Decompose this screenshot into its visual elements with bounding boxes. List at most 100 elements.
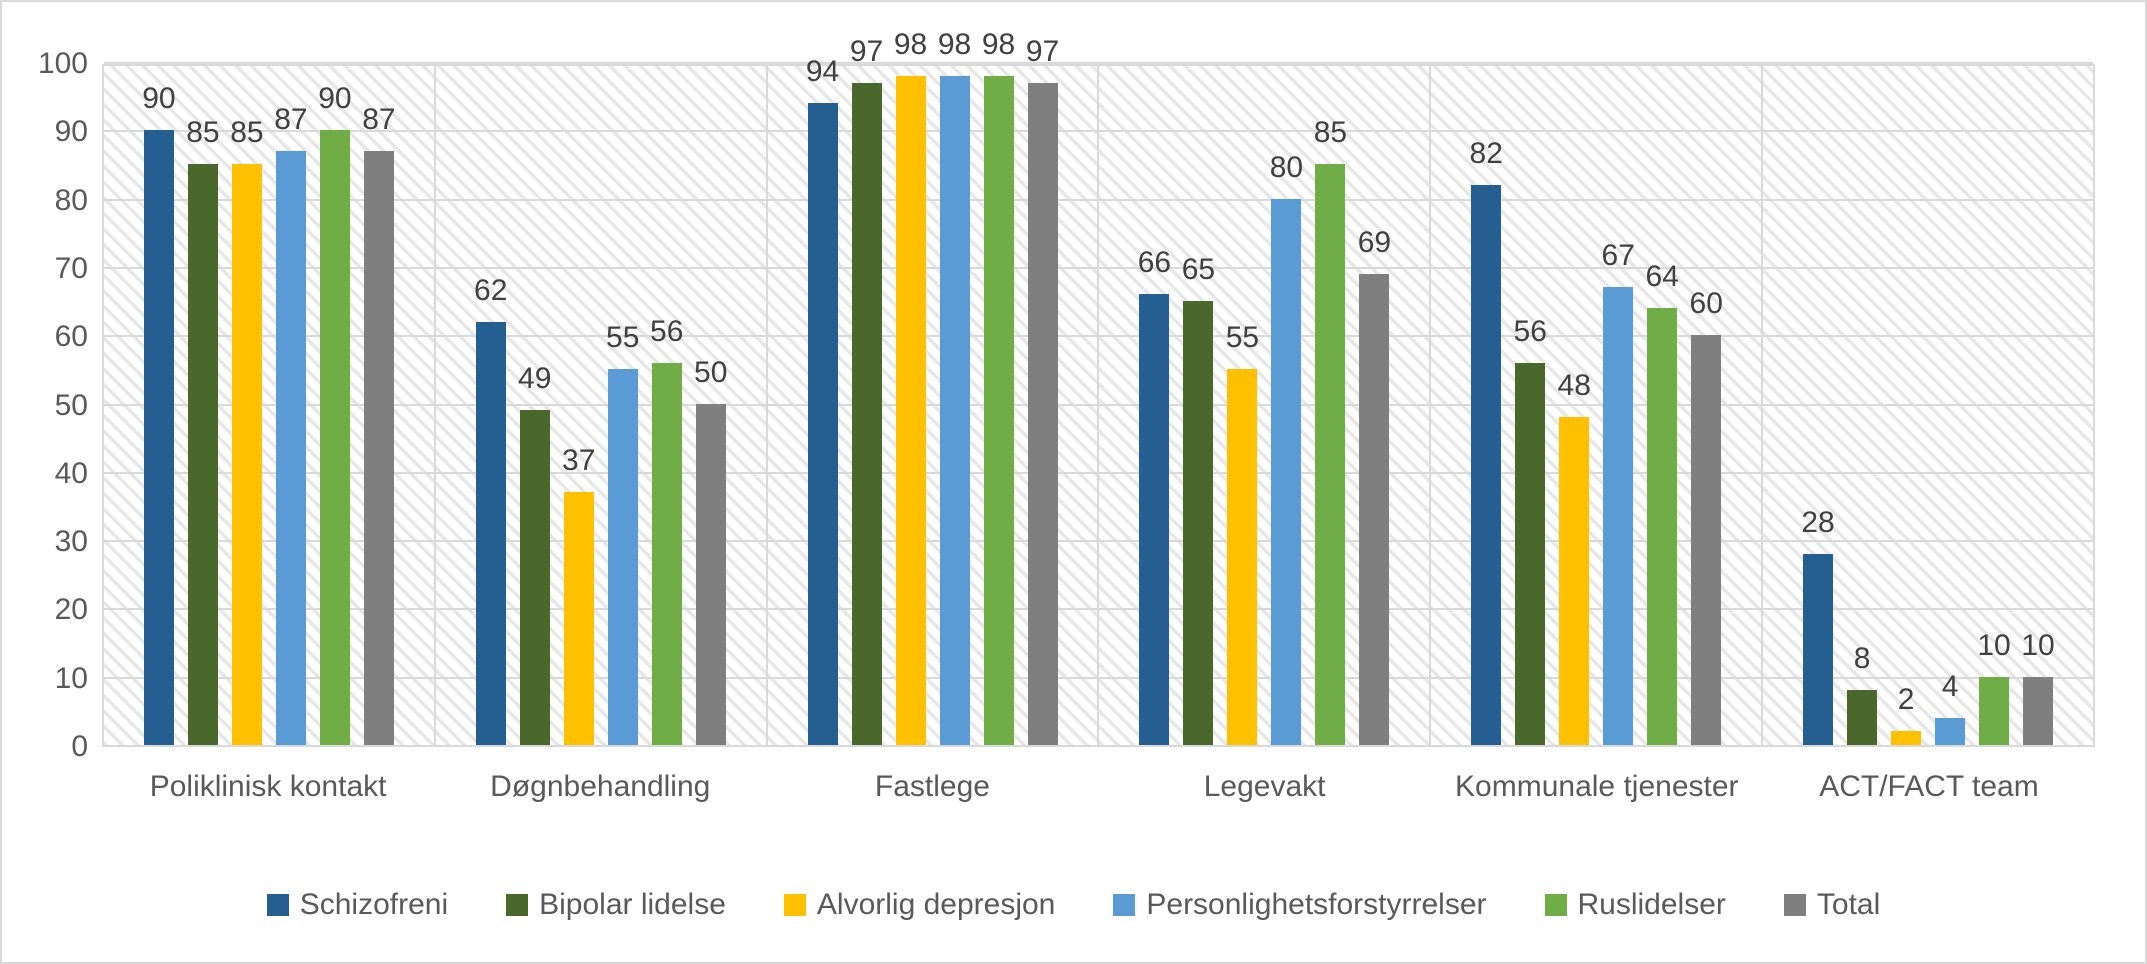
y-axis-tick-label: 70 <box>54 251 88 285</box>
bar-value-label: 4 <box>1941 669 1959 703</box>
bar-value-label: 80 <box>1269 150 1304 184</box>
x-axis-label: ACT/FACT team <box>1819 770 2039 803</box>
bar-total: 97 <box>1026 36 1059 745</box>
bar-ruslidelser: 64 <box>1646 261 1679 745</box>
bar-personlighetsforstyrrelser: 4 <box>1935 671 1966 745</box>
bar-value-label: 64 <box>1645 259 1679 293</box>
bar-value-label: 56 <box>1513 314 1547 348</box>
bar-value-label: 94 <box>805 54 840 88</box>
bar-ruslidelser: 85 <box>1314 118 1347 745</box>
bar-total: 69 <box>1358 227 1391 745</box>
bar-alvorlig-depresjon: 98 <box>894 29 927 745</box>
legend-marker-icon <box>1113 894 1136 916</box>
legend-item-schizofreni: Schizofreni <box>266 888 449 922</box>
legend-marker-icon <box>1783 894 1806 916</box>
legend-marker-icon <box>783 894 806 916</box>
category-column: 90 85 85 87 90 87 <box>104 66 436 745</box>
bar-value-label: 48 <box>1557 369 1591 403</box>
x-axis-label: Kommunale tjenester <box>1455 770 1739 803</box>
bar-alvorlig-depresjon: 48 <box>1558 371 1591 745</box>
bar-alvorlig-depresjon: 37 <box>562 446 595 745</box>
plot-area: 90 85 85 87 90 87 62 49 37 55 56 50 94 97 98 98 98 97 66 65… <box>102 29 2095 747</box>
category-column: 82 56 48 67 64 60 <box>1431 66 1764 745</box>
legend-marker-icon <box>1544 894 1567 916</box>
bar-value-label: 87 <box>274 102 308 136</box>
bar-value-label: 98 <box>893 27 928 61</box>
bar-value-label: 55 <box>606 321 640 355</box>
bar-total: 50 <box>694 357 727 745</box>
bar-total: 60 <box>1690 289 1723 745</box>
bar-value-label: 28 <box>1801 505 1835 539</box>
y-axis-tick-label: 60 <box>54 320 88 354</box>
bar-value-label: 50 <box>694 355 728 389</box>
bar-alvorlig-depresjon: 85 <box>230 118 264 745</box>
bar-value-label: 69 <box>1357 225 1392 259</box>
bar-value-label: 82 <box>1469 136 1503 170</box>
bar-personlighetsforstyrrelser: 67 <box>1602 241 1635 745</box>
bar-bipolar-lidelse: 97 <box>850 36 883 745</box>
bar-personlighetsforstyrrelser: 55 <box>606 323 639 745</box>
bar-value-label: 8 <box>1853 642 1871 676</box>
y-axis-tick-label: 30 <box>54 525 88 559</box>
bar-value-label: 97 <box>1025 34 1060 68</box>
legend-item-label: Total <box>1816 888 1881 921</box>
legend-item-label: Ruslidelser <box>1577 888 1726 921</box>
category-column: 28 8 2 4 10 10 <box>1763 66 2093 745</box>
bar-schizofreni: 66 <box>1138 248 1171 745</box>
legend-marker-icon <box>266 894 289 916</box>
bar-value-label: 65 <box>1181 253 1216 287</box>
bar-personlighetsforstyrrelser: 80 <box>1270 152 1303 745</box>
bar-value-label: 10 <box>1977 628 2011 662</box>
legend: Schizofreni Bipolar lidelse Alvorlig depre… <box>2 888 2145 922</box>
legend-item-label: Schizofreni <box>299 888 449 921</box>
legend-item-label: Alvorlig depresjon <box>816 888 1056 921</box>
bar-ruslidelser: 90 <box>318 84 352 745</box>
y-axis-tick-label: 40 <box>54 456 88 490</box>
bar-value-label: 90 <box>318 82 352 116</box>
y-axis-tick-label: 20 <box>54 593 88 627</box>
bar-value-label: 87 <box>362 102 396 136</box>
bar-bipolar-lidelse: 85 <box>186 118 220 745</box>
bar-personlighetsforstyrrelser: 98 <box>938 29 971 745</box>
category-column: 66 65 55 80 85 69 <box>1099 66 1432 745</box>
bar-bipolar-lidelse: 65 <box>1182 255 1215 745</box>
bar-value-label: 56 <box>650 314 684 348</box>
bar-value-label: 10 <box>2021 628 2055 662</box>
legend-item-bipolar-lidelse: Bipolar lidelse <box>506 888 726 922</box>
bar-value-label: 97 <box>849 34 884 68</box>
bar-schizofreni: 62 <box>474 275 507 745</box>
bar-value-label: 37 <box>562 444 596 478</box>
bar-personlighetsforstyrrelser: 87 <box>274 104 308 745</box>
y-axis-tick-label: 10 <box>54 661 88 695</box>
bar-value-label: 55 <box>1225 321 1260 355</box>
bar-ruslidelser: 98 <box>982 29 1015 745</box>
gridline <box>104 62 2093 64</box>
y-axis-tick-label: 50 <box>54 388 88 422</box>
bar-alvorlig-depresjon: 55 <box>1226 323 1259 745</box>
bar-schizofreni: 28 <box>1801 507 1835 745</box>
bar-schizofreni: 90 <box>142 84 176 745</box>
bar-bipolar-lidelse: 56 <box>1514 316 1547 745</box>
bar-value-label: 2 <box>1897 683 1915 717</box>
x-axis-label: Fastlege <box>874 770 990 803</box>
bar-value-label: 98 <box>937 27 972 61</box>
bar-value-label: 85 <box>186 116 220 150</box>
x-axis-label: Legevakt <box>1203 770 1326 803</box>
bar-value-label: 49 <box>518 362 552 396</box>
bar-alvorlig-depresjon: 2 <box>1891 685 1922 745</box>
bar-value-label: 85 <box>230 116 264 150</box>
legend-marker-icon <box>506 894 529 916</box>
x-axis-label: Døgnbehandling <box>490 770 711 803</box>
bar-value-label: 85 <box>1313 116 1348 150</box>
x-axis-label: Poliklinisk kontakt <box>149 770 387 803</box>
category-column: 94 97 98 98 98 97 <box>768 29 1100 745</box>
bar-value-label: 66 <box>1137 246 1172 280</box>
y-axis-tick-label: 100 <box>37 47 88 80</box>
bar-bipolar-lidelse: 8 <box>1847 644 1878 745</box>
bar-total: 87 <box>362 104 396 745</box>
x-axis: Poliklinisk kontakt Døgnbehandling Fastleg… <box>102 770 2095 804</box>
legend-item-alvorlig-depresjon: Alvorlig depresjon <box>783 888 1056 922</box>
bar-schizofreni: 94 <box>806 56 839 745</box>
bar-value-label: 67 <box>1601 239 1635 273</box>
